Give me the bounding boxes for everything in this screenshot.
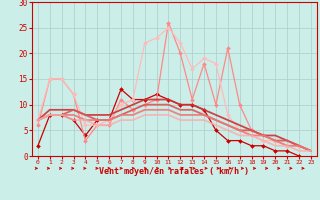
X-axis label: Vent moyen/en rafales ( km/h ): Vent moyen/en rafales ( km/h ) — [100, 167, 249, 176]
